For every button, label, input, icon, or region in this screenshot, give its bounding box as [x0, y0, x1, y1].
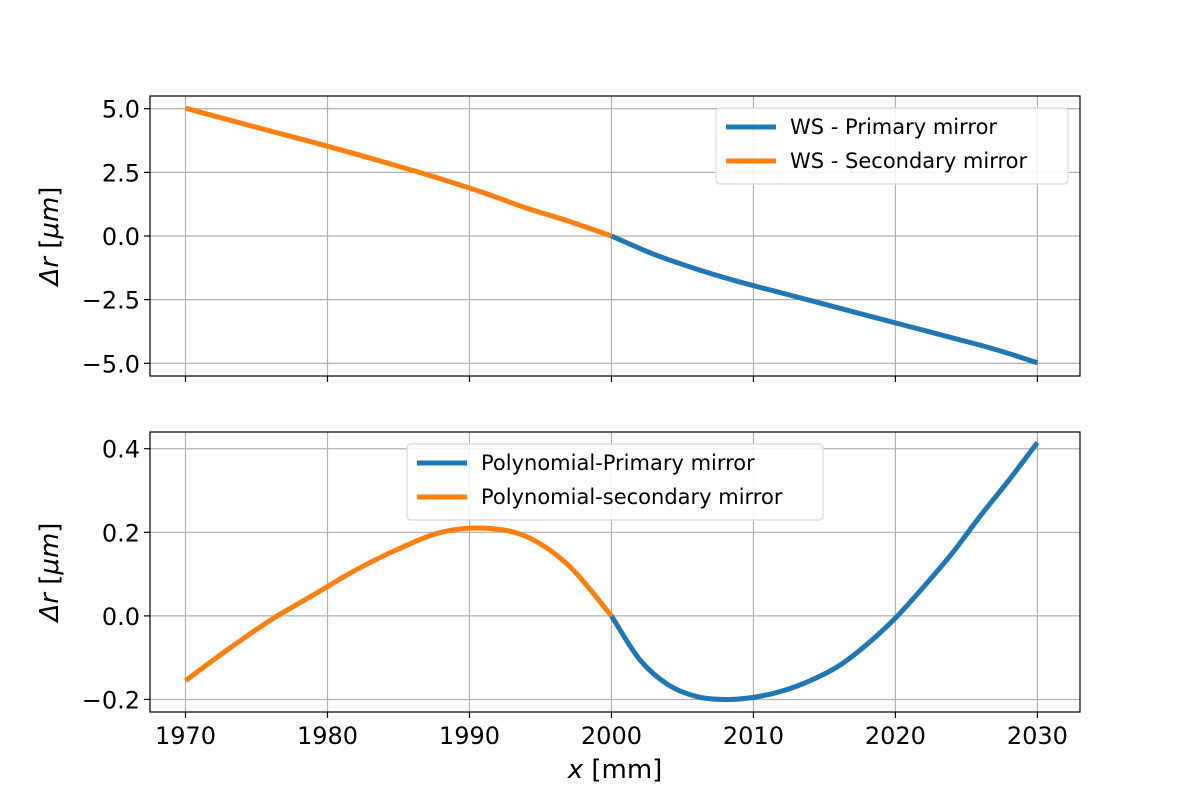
y-tick-label: 0.0 — [102, 603, 140, 631]
series-line-primary — [609, 440, 1040, 702]
legend-label-primary: WS - Primary mirror — [790, 115, 997, 139]
x-tick-label: 2010 — [723, 722, 784, 750]
legend: Polynomial-Primary mirror Polynomial-seco… — [406, 443, 824, 521]
legend-box — [406, 443, 824, 521]
bottom-chart-panel: 1970 1980 1990 2000 2010 2020 2030 0.4 0.2 0.0 −0.… — [35, 431, 1081, 785]
legend: WS - Primary mirror WS - Secondary mirror — [715, 107, 1069, 185]
y-tick-label: 0.0 — [102, 223, 140, 251]
y-axis-label: Δr [μm] — [35, 187, 65, 288]
y-tick-label: −0.2 — [82, 686, 140, 714]
legend-label-secondary: WS - Secondary mirror — [790, 149, 1027, 173]
series-line-secondary — [184, 105, 613, 239]
y-tick-label: 0.2 — [102, 519, 140, 547]
x-tick-label: 2020 — [865, 722, 926, 750]
x-tick-label: 1970 — [155, 722, 216, 750]
y-tick-label: 5.0 — [102, 96, 140, 124]
x-tick-label: 1980 — [297, 722, 358, 750]
x-tick-label: 1990 — [439, 722, 500, 750]
legend-box — [715, 107, 1069, 185]
legend-label-primary: Polynomial-Primary mirror — [481, 451, 755, 475]
x-tick-label: 2000 — [581, 722, 642, 750]
y-tick-label: 0.4 — [102, 436, 140, 464]
y-tick-label: 2.5 — [102, 159, 140, 187]
axes-frame — [149, 95, 1081, 377]
y-axis-label: Δr [μm] — [35, 523, 65, 624]
axes-frame — [149, 431, 1081, 713]
y-tick-label: −2.5 — [82, 287, 140, 315]
legend-label-secondary: Polynomial-secondary mirror — [481, 485, 783, 509]
top-chart-panel: 5.0 2.5 0.0 −2.5 −5.0 Δr [μm] WS - Primary mir… — [35, 95, 1081, 382]
x-tick-label: 2030 — [1007, 722, 1068, 750]
series-line-secondary — [184, 525, 614, 683]
x-axis-label: x [mm] — [567, 755, 663, 785]
series-line-primary — [610, 233, 1039, 366]
y-tick-label: −5.0 — [82, 350, 140, 378]
